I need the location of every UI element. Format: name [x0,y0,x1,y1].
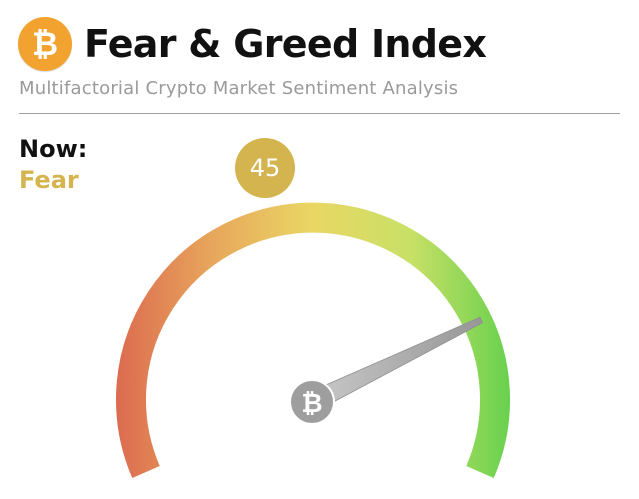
page-title: Fear & Greed Index [84,22,487,66]
header-divider [19,113,620,114]
hub-bitcoin-icon: ₿ [301,389,322,419]
sentiment-classification: Fear [19,166,79,194]
index-value-badge: 45 [235,138,295,198]
page-subtitle: Multifactorial Crypto Market Sentiment A… [19,78,459,99]
svg-text:₿: ₿ [32,25,58,63]
needle-hub [289,379,335,425]
bitcoin-logo-icon: ₿ [18,17,72,71]
gauge-arc [116,202,510,478]
now-label: Now: [19,135,88,163]
